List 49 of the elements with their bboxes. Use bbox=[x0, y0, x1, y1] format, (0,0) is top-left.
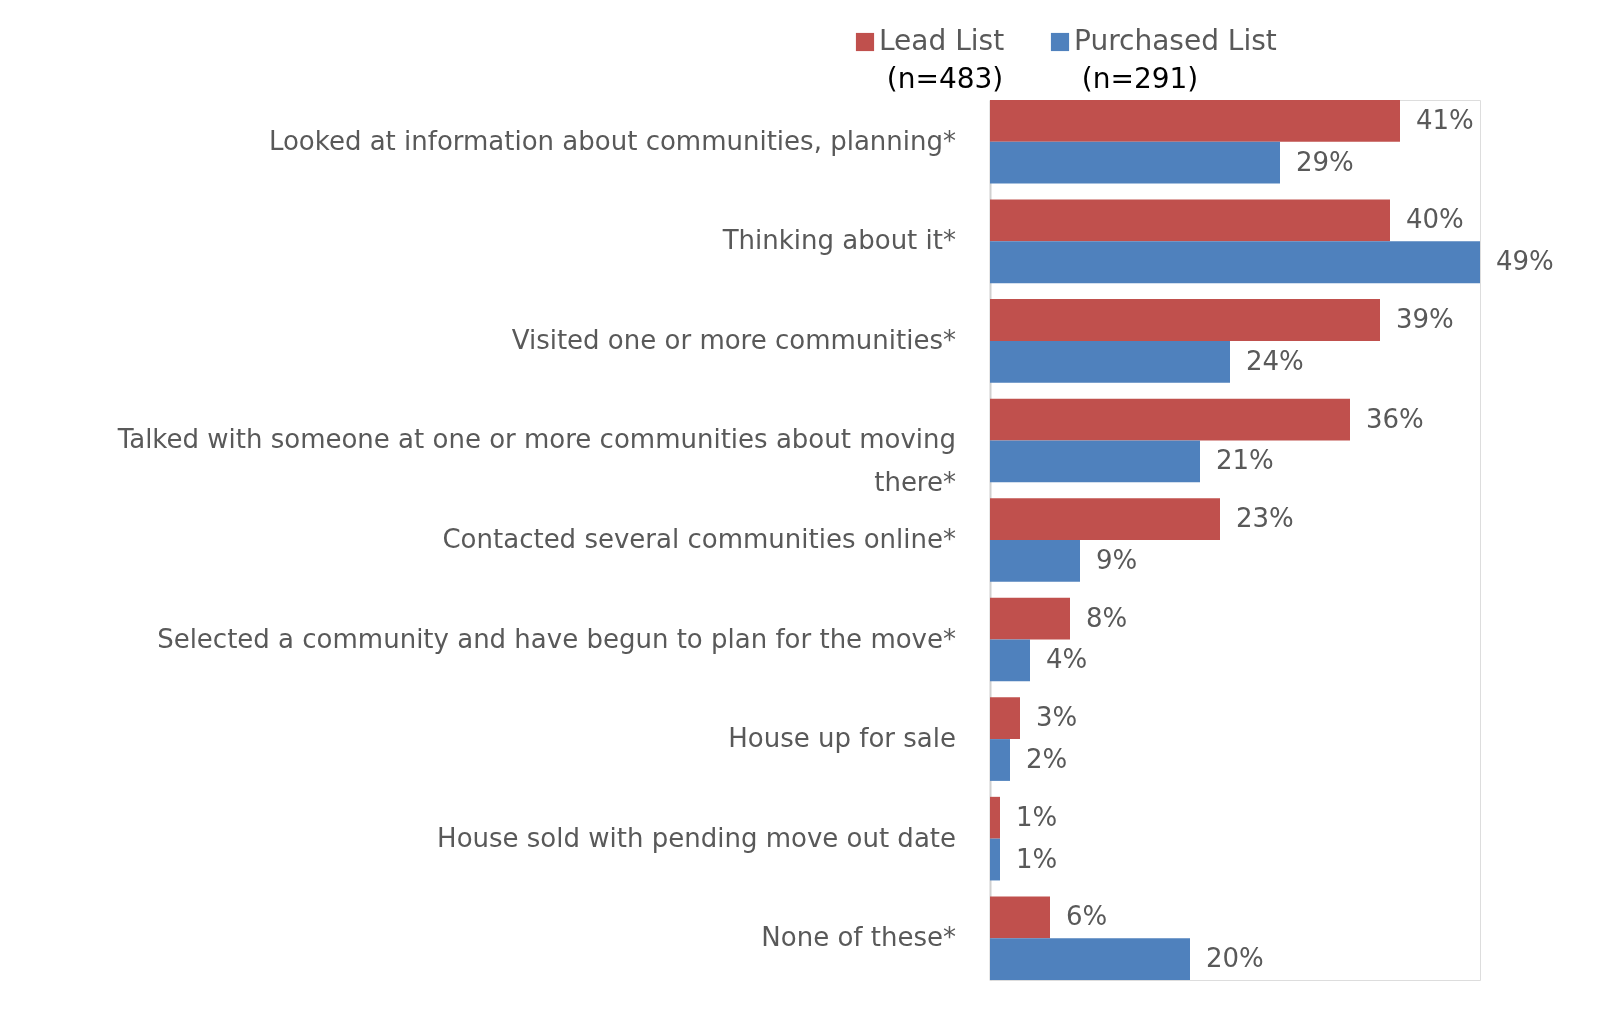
y-tick-label: House up for sale bbox=[728, 723, 956, 754]
bar bbox=[990, 340, 1230, 383]
bar bbox=[990, 398, 1350, 441]
text: (n=291) bbox=[1081, 62, 1199, 95]
bar bbox=[990, 796, 1000, 839]
data-label: 4% bbox=[1046, 644, 1088, 675]
bar bbox=[990, 241, 1480, 284]
data-label: 3% bbox=[1036, 702, 1078, 733]
bar bbox=[990, 639, 1030, 682]
bar bbox=[990, 299, 1380, 341]
data-label: 40% bbox=[1406, 204, 1464, 235]
y-tick-label: House sold with pending move out date bbox=[437, 822, 956, 853]
y-tick-label: Contacted several communities online* bbox=[442, 524, 956, 554]
bar bbox=[990, 896, 1050, 939]
bar bbox=[990, 199, 1390, 242]
bar bbox=[990, 100, 1400, 142]
data-label: 23% bbox=[1236, 503, 1294, 534]
bar bbox=[990, 597, 1070, 640]
bar bbox=[990, 938, 1190, 980]
data-label: 20% bbox=[1206, 943, 1264, 974]
data-label: 49% bbox=[1496, 246, 1554, 277]
data-label: 8% bbox=[1086, 602, 1128, 633]
bar bbox=[990, 697, 1020, 740]
data-label: 1% bbox=[1016, 843, 1058, 874]
data-label: 41% bbox=[1416, 104, 1474, 135]
y-tick-label: Thinking about it* bbox=[721, 225, 956, 256]
y-tick-label: Visited one or more communities* bbox=[511, 324, 956, 355]
bar bbox=[990, 498, 1220, 540]
bar bbox=[990, 838, 1000, 881]
data-label: 9% bbox=[1096, 544, 1138, 575]
text: (n=483) bbox=[886, 62, 1004, 95]
bar bbox=[990, 540, 1080, 582]
legend-label: Lead List bbox=[879, 24, 1005, 57]
data-label: 21% bbox=[1216, 445, 1274, 476]
bar bbox=[990, 440, 1200, 483]
data-label: 2% bbox=[1026, 744, 1068, 774]
y-tick-label: Looked at information about communities, planning* bbox=[268, 125, 956, 156]
legend-label: Purchased List bbox=[1074, 24, 1277, 57]
data-label: 39% bbox=[1396, 304, 1454, 334]
bar bbox=[990, 739, 1010, 781]
data-label: 1% bbox=[1016, 801, 1058, 832]
data-label: 6% bbox=[1066, 901, 1108, 932]
y-tick-label: Selected a community and have begun to plan for the move* bbox=[157, 623, 956, 654]
bar bbox=[990, 141, 1280, 184]
y-tick-label: Talked with someone at one or more communities about moving there* bbox=[116, 424, 956, 498]
data-label: 36% bbox=[1366, 403, 1424, 434]
data-label: 24% bbox=[1246, 345, 1304, 376]
y-tick-label: None of these* bbox=[761, 922, 956, 953]
data-label: 29% bbox=[1296, 146, 1354, 177]
